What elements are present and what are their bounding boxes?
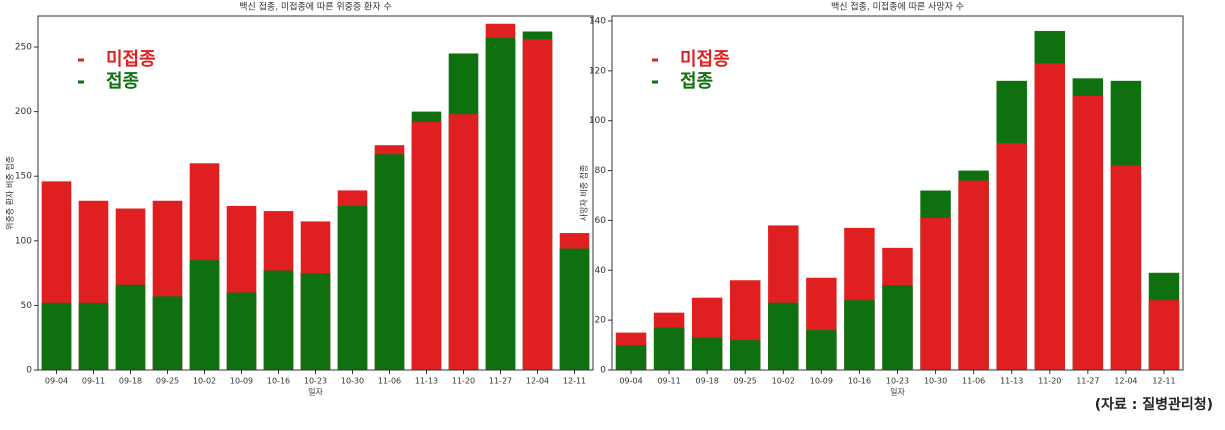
x-tick-label: 11-20 [1038, 377, 1061, 386]
x-tick-label: 12-11 [563, 377, 586, 386]
y-tick-label: 100 [15, 236, 32, 246]
y-tick-label: 100 [589, 116, 606, 126]
x-tick-label: 10-30 [924, 377, 947, 386]
y-tick-label: 200 [15, 107, 32, 117]
chart-title: 백신 접종, 미접종에 따른 위중증 환자 수 [239, 1, 392, 13]
x-tick-label: 12-04 [1114, 377, 1137, 386]
y-tick-label: 140 [589, 16, 606, 26]
bar [152, 296, 183, 370]
x-tick-label: 10-02 [193, 377, 216, 386]
x-tick-label: 11-27 [1076, 377, 1099, 386]
y-tick-label: 120 [589, 66, 606, 76]
x-tick-label: 09-04 [45, 377, 68, 386]
bar [1072, 95, 1104, 370]
x-tick-label: 11-06 [378, 377, 401, 386]
legend-marker [652, 80, 658, 84]
x-tick-label: 12-04 [526, 377, 549, 386]
bar [300, 273, 331, 370]
bar [337, 205, 368, 370]
x-tick-label: 10-09 [810, 377, 833, 386]
y-tick-label: 50 [21, 301, 33, 311]
x-tick-label: 12-11 [1152, 377, 1175, 386]
y-tick-label: 20 [595, 316, 607, 326]
x-tick-label: 09-18 [119, 377, 142, 386]
axes-frame [611, 15, 1184, 371]
bar [522, 39, 553, 371]
y-tick-label: 0 [26, 366, 32, 376]
x-tick-label: 11-13 [415, 377, 438, 386]
bar [615, 345, 647, 370]
x-tick-label: 11-06 [962, 377, 985, 386]
bar [1110, 165, 1142, 370]
y-tick-label: 250 [15, 43, 32, 53]
x-tick-label: 10-16 [267, 377, 290, 386]
bar [115, 284, 146, 370]
x-tick-label: 10-23 [304, 377, 327, 386]
y-tick-label: 60 [595, 216, 607, 226]
legend-marker [652, 58, 658, 62]
bar [485, 37, 516, 371]
x-tick-label: 09-18 [696, 377, 719, 386]
bar [448, 114, 479, 370]
bar [41, 302, 72, 370]
x-tick-label: 10-23 [886, 377, 909, 386]
bar [882, 285, 913, 370]
bar [263, 270, 294, 370]
legend-label: 미접종 [106, 49, 156, 70]
x-tick-label: 10-16 [848, 377, 871, 386]
bar [189, 260, 220, 370]
x-tick-label: 10-30 [341, 377, 364, 386]
source-note: (자료 : 질병관리청) [1095, 396, 1213, 413]
y-tick-label: 40 [595, 266, 607, 276]
x-tick-label: 10-02 [772, 377, 795, 386]
legend-label: 접종 [106, 71, 139, 92]
x-tick-label: 09-04 [619, 377, 642, 386]
bar [806, 330, 837, 370]
x-tick-label: 09-11 [657, 377, 680, 386]
x-tick-label: 10-09 [230, 377, 253, 386]
bar [691, 337, 723, 370]
y-tick-label: 80 [595, 166, 607, 176]
x-tick-label: 11-20 [452, 377, 475, 386]
bar [78, 302, 109, 370]
x-tick-label: 09-25 [734, 377, 757, 386]
bar [730, 340, 761, 370]
bar [1034, 63, 1065, 370]
bar [226, 292, 257, 370]
bar [920, 217, 951, 370]
y-tick-label: 150 [15, 172, 32, 182]
x-tick-label: 09-25 [156, 377, 179, 386]
y-axis-label: 위중증 환자 비중 접종 [5, 156, 15, 230]
legend-marker [78, 80, 84, 84]
bar [374, 154, 405, 370]
y-axis-label: 사망자 비중 접종 [579, 165, 589, 222]
y-tick-label: 0 [600, 366, 606, 376]
axes-frame [37, 15, 594, 371]
chart-title: 백신 접종, 미접종에 따른 사망자 수 [831, 1, 964, 13]
bar [559, 248, 590, 370]
bar [996, 143, 1027, 370]
legend-label: 미접종 [680, 49, 730, 70]
x-tick-label: 11-13 [1000, 377, 1023, 386]
x-tick-label: 09-11 [82, 377, 105, 386]
bar [768, 302, 799, 370]
bar [958, 180, 989, 370]
bar [844, 300, 875, 370]
x-axis-label: 일자 [308, 388, 323, 397]
x-axis-label: 일자 [890, 388, 905, 397]
bar [653, 327, 685, 370]
bar [1148, 300, 1180, 370]
x-tick-label: 11-27 [489, 377, 512, 386]
bar [411, 121, 442, 370]
legend-marker [78, 58, 84, 62]
legend-label: 접종 [680, 71, 713, 92]
